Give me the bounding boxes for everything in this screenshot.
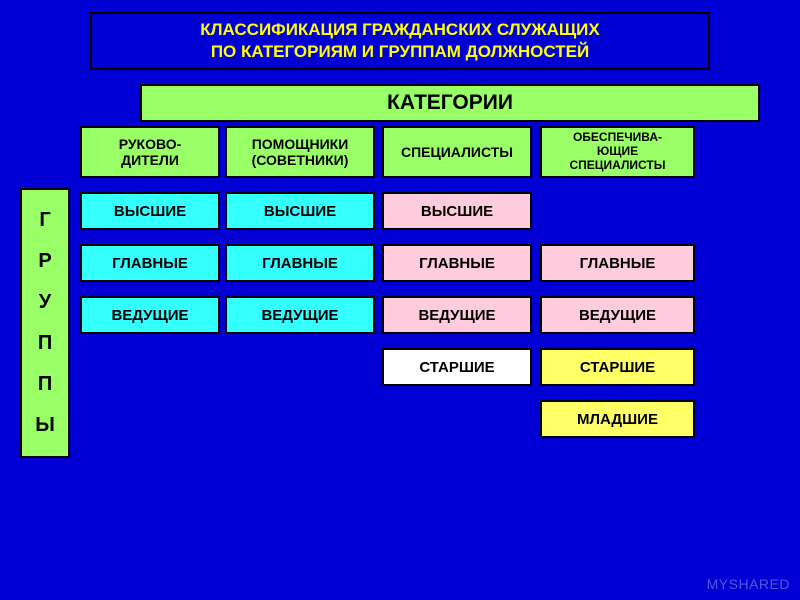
col-head-2-l2: (СОВЕТНИКИ) (252, 152, 349, 168)
col-head-4-l2: ЮЩИЕ (597, 145, 638, 159)
title-box: КЛАССИФИКАЦИЯ ГРАЖДАНСКИХ СЛУЖАЩИХ ПО КА… (90, 12, 710, 70)
categories-header: КАТЕГОРИИ (140, 84, 760, 122)
col-head-4: ОБЕСПЕЧИВА- ЮЩИЕ СПЕЦИАЛИСТЫ (540, 126, 695, 178)
col-head-3: СПЕЦИАЛИСТЫ (382, 126, 532, 178)
g-letter: П (38, 373, 52, 396)
g-letter: Р (38, 250, 51, 273)
watermark: MYSHARED (707, 576, 790, 592)
g-letter: Ы (35, 414, 55, 437)
title-line2: ПО КАТЕГОРИЯМ И ГРУППАМ ДОЛЖНОСТЕЙ (92, 41, 708, 63)
col-head-1-l1: РУКОВО- (119, 136, 182, 152)
g-letter: П (38, 332, 52, 355)
cell-c1r1: ВЫСШИЕ (80, 192, 220, 230)
cell-c4r4: СТАРШИЕ (540, 348, 695, 386)
cell-c1r2: ГЛАВНЫЕ (80, 244, 220, 282)
title-line1: КЛАССИФИКАЦИЯ ГРАЖДАНСКИХ СЛУЖАЩИХ (92, 19, 708, 41)
cell-c4r3: ВЕДУЩИЕ (540, 296, 695, 334)
col-head-4-l1: ОБЕСПЕЧИВА- (573, 131, 662, 145)
cell-c1r3: ВЕДУЩИЕ (80, 296, 220, 334)
g-letter: Г (39, 209, 50, 232)
col-head-3-l1: СПЕЦИАЛИСТЫ (401, 144, 513, 160)
cell-c2r2: ГЛАВНЫЕ (225, 244, 375, 282)
cell-c3r3: ВЕДУЩИЕ (382, 296, 532, 334)
cell-c2r3: ВЕДУЩИЕ (225, 296, 375, 334)
groups-label: Г Р У П П Ы (20, 188, 70, 458)
cell-c3r1: ВЫСШИЕ (382, 192, 532, 230)
col-head-1: РУКОВО- ДИТЕЛИ (80, 126, 220, 178)
cell-c3r2: ГЛАВНЫЕ (382, 244, 532, 282)
col-head-1-l2: ДИТЕЛИ (121, 152, 179, 168)
cell-c4r2: ГЛАВНЫЕ (540, 244, 695, 282)
col-head-2-l1: ПОМОЩНИКИ (252, 136, 349, 152)
col-head-4-l3: СПЕЦИАЛИСТЫ (570, 159, 666, 173)
col-head-2: ПОМОЩНИКИ (СОВЕТНИКИ) (225, 126, 375, 178)
cell-c2r1: ВЫСШИЕ (225, 192, 375, 230)
g-letter: У (39, 291, 51, 314)
cell-c4r5: МЛАДШИЕ (540, 400, 695, 438)
cell-c3r4: СТАРШИЕ (382, 348, 532, 386)
